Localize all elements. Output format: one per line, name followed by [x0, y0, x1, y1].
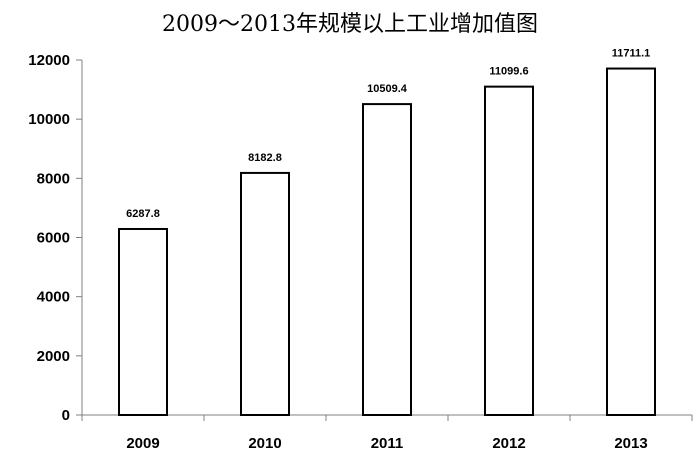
- bar: [240, 171, 290, 416]
- x-tick-label: 2012: [492, 435, 525, 452]
- data-label: 11099.6: [489, 66, 528, 78]
- data-label: 10509.4: [367, 83, 408, 95]
- x-tick-label: 2013: [614, 435, 647, 452]
- data-label: 11711.1: [612, 48, 651, 60]
- x-tick-label: 2009: [126, 435, 159, 452]
- y-tick-label: 8000: [37, 170, 70, 187]
- x-tick-label: 2011: [371, 435, 404, 452]
- y-tick-label: 10000: [28, 111, 70, 128]
- y-tick-label: 6000: [37, 230, 70, 247]
- y-tick-label: 12000: [28, 52, 70, 69]
- data-label: 6287.8: [126, 208, 160, 220]
- chart-title: 2009～2013年规模以上工业增加值图: [162, 12, 538, 37]
- data-label: 8182.8: [248, 152, 282, 164]
- bar: [118, 227, 168, 416]
- y-tick-label: 4000: [37, 289, 70, 306]
- bar: [606, 67, 656, 416]
- y-tick-label: 0: [62, 407, 70, 424]
- bar: [362, 103, 412, 416]
- x-tick-label: 2010: [248, 435, 281, 452]
- bar: [484, 85, 534, 416]
- y-tick-label: 2000: [37, 348, 70, 365]
